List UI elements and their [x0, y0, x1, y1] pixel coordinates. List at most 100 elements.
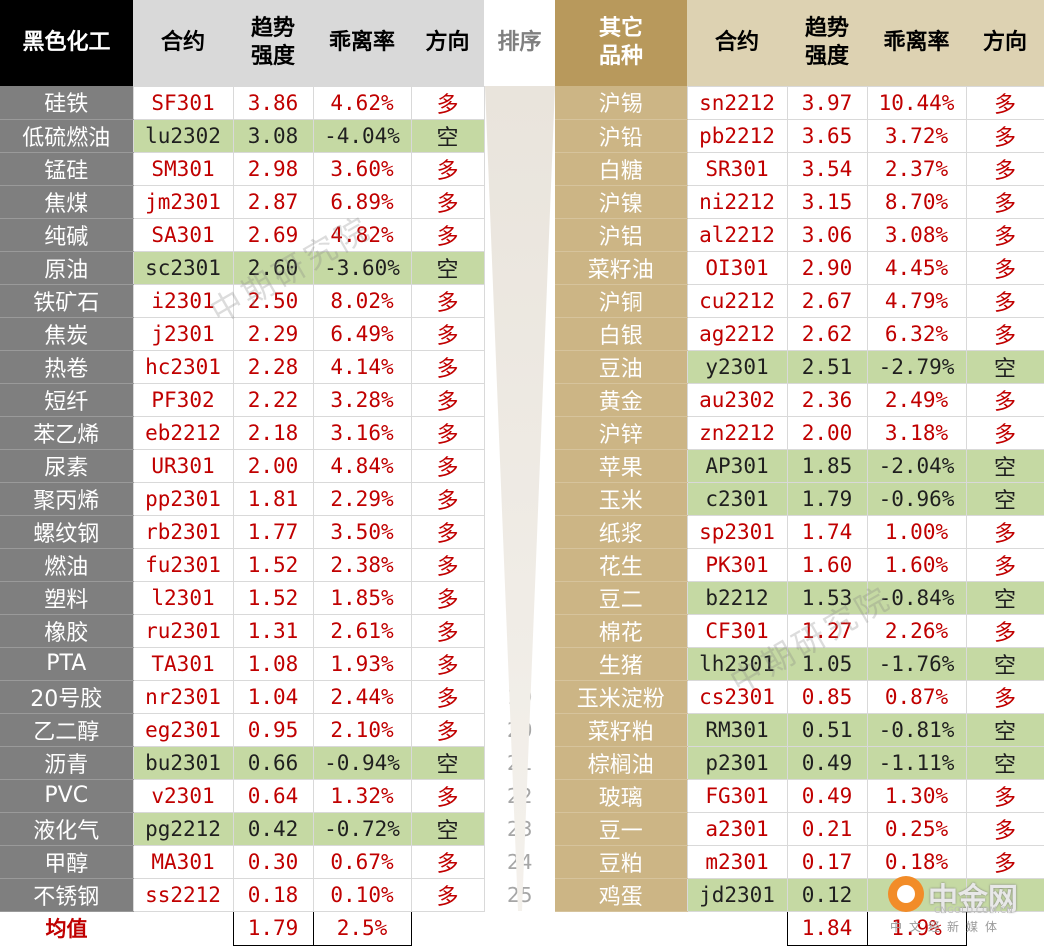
right-direction: 多	[965, 217, 1044, 252]
right-deviation-rate: -0.96%	[866, 481, 967, 516]
left-direction: 多	[410, 85, 485, 120]
left-deviation-rate: 2.44%	[312, 679, 412, 714]
left-direction: 多	[410, 415, 485, 450]
left-contract: lu2302	[132, 118, 234, 153]
right-trend-strength: 0.21	[786, 811, 868, 846]
rank-number: 4	[484, 185, 555, 218]
left-deviation-rate: 3.50%	[312, 514, 412, 549]
table-row: 锰硅 SM301 2.98 3.60% 多 3 白糖 SR301 3.54 2.37% 多	[0, 151, 1044, 186]
table-row: 苯乙烯 eb2212 2.18 3.16% 多 11 沪锌 zn2212 2.00 3.18% 多	[0, 415, 1044, 450]
left-deviation-average: 2.5%	[312, 910, 412, 946]
rank-number: 13	[484, 482, 555, 515]
rank-number: 2	[484, 119, 555, 152]
right-direction: 多	[965, 844, 1044, 879]
right-deviation-rate: 6.32%	[866, 316, 967, 351]
left-direction: 多	[410, 844, 485, 879]
left-contract: TA301	[132, 646, 234, 681]
right-commodity-name: 沪镍	[555, 185, 687, 219]
right-direction: 空	[965, 745, 1044, 780]
left-deviation-rate: 3.16%	[312, 415, 412, 450]
rank-number: 3	[484, 152, 555, 185]
table-row: 螺纹钢 rb2301 1.77 3.50% 多 14 纸浆 sp2301 1.74 1.00% 多	[0, 514, 1044, 549]
left-trend-strength: 2.87	[232, 184, 314, 219]
left-direction: 空	[410, 745, 485, 780]
left-direction: 多	[410, 646, 485, 681]
right-commodity-name: 玉米淀粉	[555, 680, 687, 714]
table-row: 尿素 UR301 2.00 4.84% 多 12 苹果 AP301 1.85 -2.04% 空	[0, 448, 1044, 483]
left-direction: 多	[410, 712, 485, 747]
left-deviation-rate: 2.10%	[312, 712, 412, 747]
right-trend-strength: 1.53	[786, 580, 868, 615]
right-trend-strength: 0.49	[786, 778, 868, 813]
table-row: 乙二醇 eg2301 0.95 2.10% 多 20 菜籽粕 RM301 0.51 -0.81% 空	[0, 712, 1044, 747]
left-contract: ru2301	[132, 613, 234, 648]
rank-number: 19	[484, 680, 555, 713]
right-direction: 多	[965, 778, 1044, 813]
right-direction: 多	[965, 184, 1044, 219]
right-contract: zn2212	[686, 415, 788, 450]
left-direction: 多	[410, 613, 485, 648]
left-commodity-name: 不锈钢	[0, 878, 133, 912]
table-row: 焦煤 jm2301 2.87 6.89% 多 4 沪镍 ni2212 3.15 8.70% 多	[0, 184, 1044, 219]
right-trend-strength: 1.60	[786, 547, 868, 582]
right-deviation-rate: 3.18%	[866, 415, 967, 450]
left-contract: i2301	[132, 283, 234, 318]
right-contract: cs2301	[686, 679, 788, 714]
right-deviation-rate: -1.11%	[866, 745, 967, 780]
right-contract: RM301	[686, 712, 788, 747]
right-contract: SR301	[686, 151, 788, 186]
left-deviation-rate: 4.14%	[312, 349, 412, 384]
left-commodity-name: 聚丙烯	[0, 482, 133, 516]
table-row: PTA TA301 1.08 1.93% 多 18 生猪 lh2301 1.05 -1.76% 空	[0, 646, 1044, 681]
left-commodity-name: 甲醇	[0, 845, 133, 879]
table-row: 燃油 fu2301 1.52 2.38% 多 15 花生 PK301 1.60 1.60% 多	[0, 547, 1044, 582]
table-row: 沥青 bu2301 0.66 -0.94% 空 21 棕榈油 p2301 0.49 -1.11% 空	[0, 745, 1044, 780]
right-deviation-rate: 4.45%	[866, 250, 967, 285]
right-trend-strength: 0.85	[786, 679, 868, 714]
left-direction: 多	[410, 547, 485, 582]
left-contract: hc2301	[132, 349, 234, 384]
rank-number: 15	[484, 548, 555, 581]
left-commodity-name: 燃油	[0, 548, 133, 582]
trend-header-line1: 趋势	[250, 15, 295, 41]
right-commodity-name: 玉米	[555, 482, 687, 516]
rank-number: 20	[484, 713, 555, 746]
left-contract: jm2301	[132, 184, 234, 219]
left-direction: 空	[410, 118, 485, 153]
right-direction: 空	[965, 481, 1044, 516]
right-contract: AP301	[686, 448, 788, 483]
left-commodity-name: 沥青	[0, 746, 133, 780]
rank-number: 8	[484, 317, 555, 350]
table-row: 液化气 pg2212 0.42 -0.72% 空 23 豆一 a2301 0.21 0.25% 多	[0, 811, 1044, 846]
left-trend-strength: 0.64	[232, 778, 314, 813]
left-contract: MA301	[132, 844, 234, 879]
right-trend-strength: 0.17	[786, 844, 868, 879]
left-contract: fu2301	[132, 547, 234, 582]
left-direction: 多	[410, 217, 485, 252]
left-commodity-name: 短纤	[0, 383, 133, 417]
right-direction: 多	[965, 811, 1044, 846]
left-deviation-rate: 1.93%	[312, 646, 412, 681]
right-commodity-name: 沪锌	[555, 416, 687, 450]
right-deviation-rate: 1.30%	[866, 778, 967, 813]
empty-cell	[484, 911, 555, 945]
right-direction-header: 方向	[966, 0, 1044, 86]
right-direction: 空	[965, 712, 1044, 747]
table-row: 硅铁 SF301 3.86 4.62% 多 1 沪锡 sn2212 3.97 10.44% 多	[0, 85, 1044, 120]
left-deviation-rate: 1.85%	[312, 580, 412, 615]
table-row: 20号胶 nr2301 1.04 2.44% 多 19 玉米淀粉 cs2301 0.85 0.87…	[0, 679, 1044, 714]
right-commodity-name: 白银	[555, 317, 687, 351]
left-trend-strength: 2.22	[232, 382, 314, 417]
left-contract: v2301	[132, 778, 234, 813]
rank-number: 14	[484, 515, 555, 548]
left-commodity-name: 乙二醇	[0, 713, 133, 747]
left-direction: 多	[410, 514, 485, 549]
right-direction: 多	[965, 415, 1044, 450]
right-deviation-rate: 0.87%	[866, 679, 967, 714]
empty-cell	[555, 911, 687, 945]
left-trend-strength: 2.60	[232, 250, 314, 285]
left-trend-strength: 2.28	[232, 349, 314, 384]
average-label: 均值	[0, 911, 133, 945]
right-contract: a2301	[686, 811, 788, 846]
